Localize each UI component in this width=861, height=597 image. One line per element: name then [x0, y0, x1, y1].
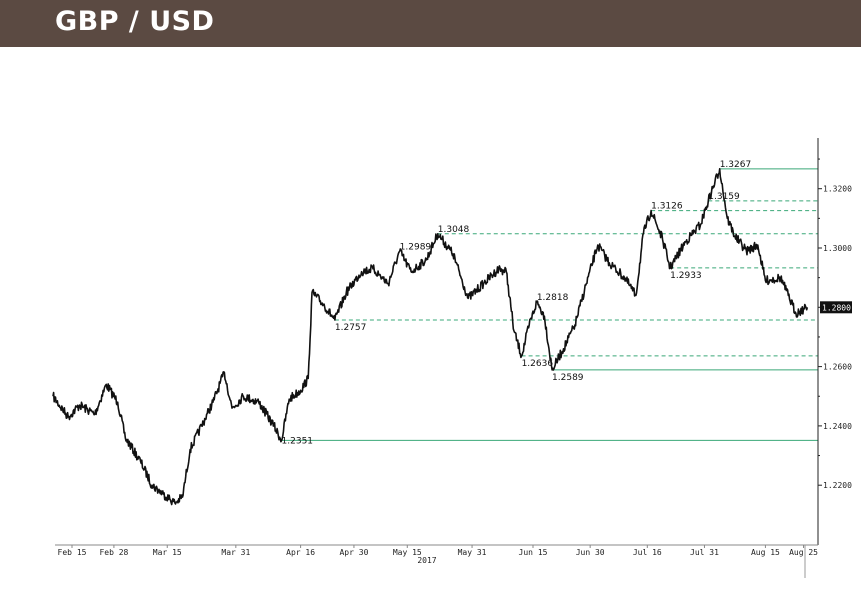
reference-lines	[281, 168, 818, 441]
current-value-box	[820, 301, 852, 314]
x-tick-label: Mar 15	[153, 548, 182, 557]
x-tick-label: May 31	[458, 548, 487, 557]
x-tick-label: Feb 15	[58, 548, 87, 557]
x-tick-label: Aug 25	[789, 548, 818, 557]
annotation-label: 1.2636	[522, 359, 554, 369]
x-tick-label: Jun 30	[576, 548, 605, 557]
annotation-label: 1.2818	[537, 293, 569, 303]
header-bar: GBP / USD	[0, 0, 861, 47]
y-tick-label: 1.2400	[823, 422, 852, 431]
y-tick-label: 1.3000	[823, 244, 852, 253]
current-value-label: 1.2800	[822, 303, 851, 312]
price-line	[52, 168, 809, 506]
x-tick-label: Aug 15	[751, 548, 780, 557]
x-tick-label: Apr 16	[286, 548, 315, 557]
annotation-label: 1.2989	[400, 242, 432, 252]
y-tick-label: 1.3200	[823, 185, 852, 194]
axes: 1.2200 1.2400 1.2600 1.3000 1.3200 1.2800 Feb …	[55, 138, 852, 578]
x-tick-label: Mar 31	[221, 548, 250, 557]
annotation-label: 1.2351	[282, 436, 314, 446]
annotations: 1.3267 1.3159 1.3126 1.3048 1.2989 1.2933 1.28…	[282, 160, 752, 447]
y-tick-label: 1.2200	[823, 481, 852, 490]
x-tick-label: Jun 15	[519, 548, 548, 557]
annotation-label: 1.3159	[708, 192, 740, 202]
annotation-label: 1.3048	[438, 225, 470, 235]
x-tick-label: Apr 30	[339, 548, 368, 557]
annotation-label: 1.2757	[335, 323, 367, 333]
annotation-label: 1.2589	[552, 373, 584, 383]
price-series	[52, 168, 809, 506]
y-tick-label: 1.2600	[823, 363, 852, 372]
year-label: 2017	[417, 556, 436, 565]
x-tick-label: Feb 28	[99, 548, 128, 557]
x-tick-label: May 15	[393, 548, 422, 557]
annotation-label: 1.3126	[651, 202, 683, 212]
annotation-label: 1.3267	[720, 160, 752, 170]
x-tick-label: Jul 31	[690, 548, 719, 557]
annotation-label: 1.2933	[670, 271, 702, 281]
page-title: GBP / USD	[55, 6, 215, 37]
x-tick-label: Jul 16	[633, 548, 662, 557]
